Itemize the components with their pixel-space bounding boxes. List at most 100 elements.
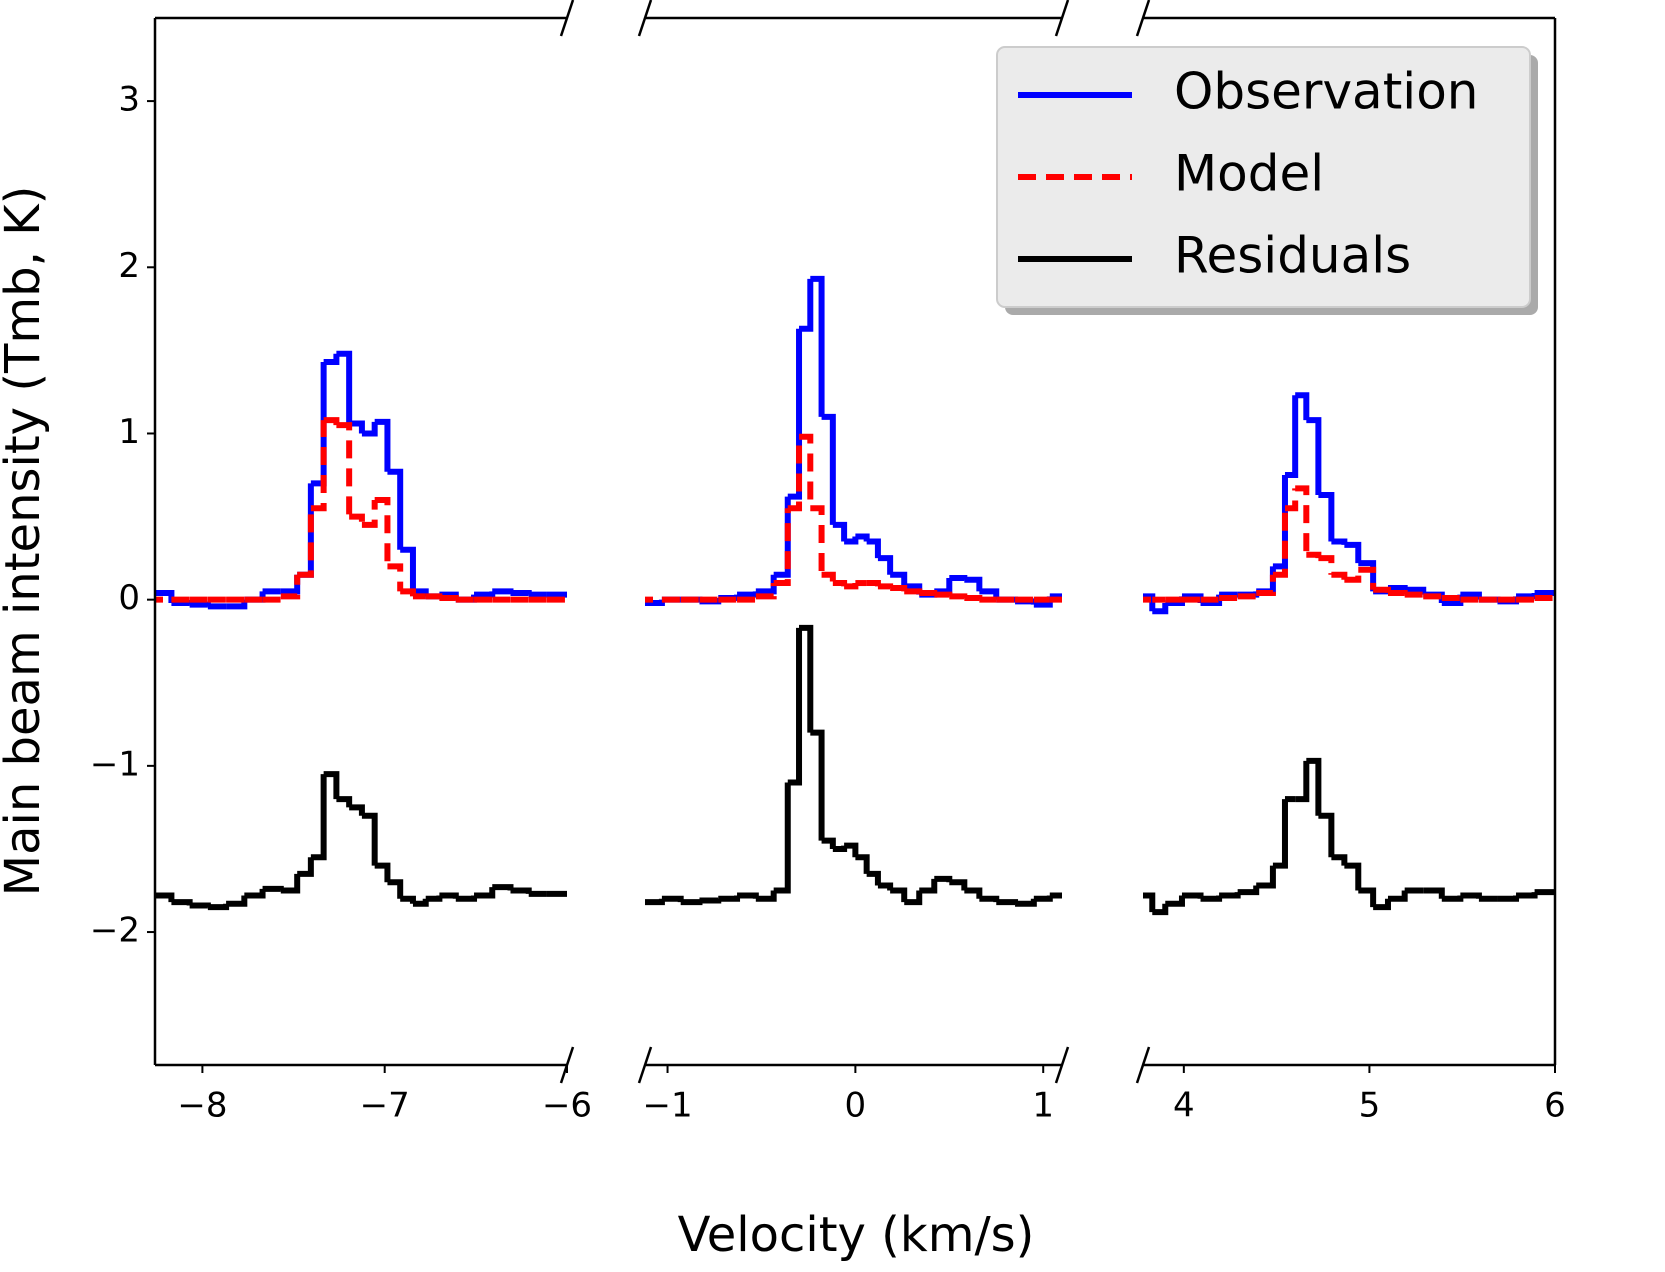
step-segment bbox=[492, 884, 514, 891]
step-segment bbox=[821, 571, 836, 584]
x-tick-label: −1 bbox=[642, 1086, 692, 1126]
step-segment bbox=[810, 505, 825, 575]
legend-box bbox=[996, 46, 1531, 308]
step-segment bbox=[773, 782, 791, 894]
step-segment bbox=[349, 513, 365, 525]
step-segment bbox=[400, 546, 416, 592]
step-segment bbox=[323, 417, 340, 426]
step-segment bbox=[890, 571, 908, 587]
step-segment bbox=[189, 601, 211, 608]
step-segment bbox=[949, 879, 968, 891]
step-segment bbox=[361, 421, 378, 437]
step-segment bbox=[787, 627, 803, 786]
step-segment bbox=[645, 898, 665, 906]
break-mark bbox=[559, 1046, 575, 1084]
x-tick-label: 5 bbox=[1359, 1086, 1381, 1126]
step-segment bbox=[877, 882, 894, 891]
y-tick-label: 2 bbox=[118, 246, 140, 286]
legend-label: Observation bbox=[1174, 63, 1478, 121]
x-tick-label: 4 bbox=[1173, 1086, 1195, 1126]
step-segment bbox=[1306, 757, 1322, 816]
step-segment bbox=[810, 729, 825, 841]
step-segment bbox=[1516, 892, 1538, 899]
step-segment bbox=[718, 895, 741, 902]
step-segment bbox=[1373, 586, 1391, 594]
break-mark bbox=[1054, 0, 1070, 37]
step-segment bbox=[1373, 898, 1391, 911]
x-axis-label: Velocity (km/s) bbox=[678, 1207, 1035, 1263]
step-segment bbox=[1331, 538, 1348, 545]
step-segment bbox=[1344, 541, 1362, 564]
step-segment bbox=[474, 887, 496, 899]
step-segment bbox=[400, 895, 416, 904]
step-segment bbox=[1181, 593, 1204, 603]
step-segment bbox=[1143, 593, 1156, 612]
step-segment bbox=[171, 599, 193, 606]
step-segment bbox=[361, 499, 378, 528]
step-segment bbox=[361, 812, 378, 866]
step-segment bbox=[1152, 903, 1169, 916]
step-segment bbox=[821, 837, 836, 849]
step-segment bbox=[374, 862, 391, 883]
step-segment bbox=[374, 418, 391, 472]
step-segment bbox=[1143, 892, 1156, 913]
y-axis-label: Main beam intensity (Tmb, K) bbox=[0, 186, 51, 897]
step-segment bbox=[755, 583, 777, 600]
step-segment bbox=[799, 433, 814, 509]
step-segment bbox=[949, 593, 968, 600]
step-segment bbox=[1284, 395, 1299, 479]
step-segment bbox=[844, 536, 859, 545]
step-segment bbox=[207, 903, 230, 911]
step-segment bbox=[1237, 885, 1260, 896]
step-segment bbox=[934, 578, 953, 595]
step-segment bbox=[680, 899, 703, 906]
x-tick-label: −7 bbox=[360, 1086, 410, 1126]
step-segment bbox=[297, 508, 314, 578]
y-tick-label: 0 bbox=[118, 578, 140, 618]
panel-plot bbox=[645, 275, 1062, 907]
step-segment bbox=[280, 574, 301, 600]
step-segment bbox=[155, 892, 175, 903]
step-segment bbox=[699, 897, 722, 904]
step-segment bbox=[510, 590, 532, 597]
step-segment bbox=[737, 591, 759, 598]
step-segment bbox=[1284, 488, 1299, 512]
x-tick-label: 1 bbox=[1032, 1086, 1054, 1126]
step-segment bbox=[1404, 591, 1427, 598]
step-segment bbox=[1306, 551, 1322, 559]
step-segment bbox=[1441, 895, 1464, 902]
step-segment bbox=[919, 590, 938, 597]
step-segment bbox=[171, 899, 193, 906]
step-segment bbox=[1318, 491, 1335, 542]
step-segment bbox=[1272, 799, 1288, 869]
step-segment bbox=[1441, 594, 1464, 606]
break-mark bbox=[1135, 1046, 1151, 1084]
step-segment bbox=[439, 892, 459, 899]
step-segment bbox=[1423, 593, 1445, 600]
step-segment bbox=[1423, 887, 1445, 899]
step-segment bbox=[832, 845, 848, 852]
step-segment bbox=[349, 420, 365, 434]
step-segment bbox=[890, 585, 908, 592]
step-segment bbox=[1219, 892, 1241, 899]
step-segment bbox=[1015, 898, 1037, 907]
step-segment bbox=[979, 895, 1000, 903]
step-segment bbox=[1165, 895, 1185, 907]
step-segment bbox=[510, 887, 532, 894]
step-segment bbox=[1295, 392, 1310, 421]
step-segment bbox=[645, 599, 665, 606]
step-segment bbox=[890, 887, 908, 903]
break-mark bbox=[559, 0, 575, 37]
step-segment bbox=[1181, 892, 1204, 899]
step-segment bbox=[661, 895, 684, 903]
step-segment bbox=[374, 496, 391, 567]
step-segment bbox=[1344, 569, 1362, 583]
step-segment bbox=[280, 873, 301, 894]
break-mark bbox=[1135, 0, 1151, 37]
step-segment bbox=[964, 887, 983, 899]
step-segment bbox=[1441, 595, 1464, 602]
step-segment bbox=[866, 870, 881, 886]
step-segment bbox=[1344, 862, 1362, 891]
step-segment bbox=[297, 857, 314, 877]
step-segment bbox=[1219, 595, 1241, 602]
